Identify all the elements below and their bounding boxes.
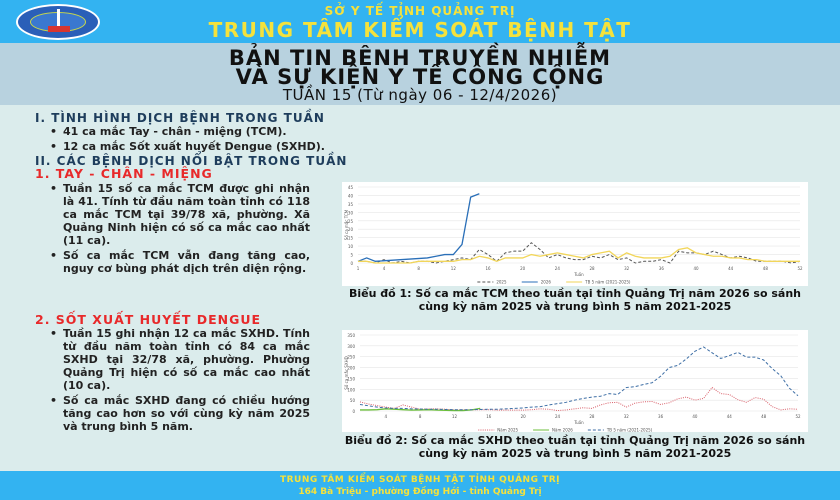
svg-text:15: 15: [348, 236, 354, 241]
svg-text:250: 250: [347, 355, 355, 360]
svg-text:8: 8: [417, 266, 420, 271]
svg-text:8: 8: [419, 414, 422, 419]
svg-text:36: 36: [659, 266, 665, 271]
svg-text:52: 52: [795, 414, 801, 419]
svg-text:150: 150: [347, 376, 355, 381]
svg-text:20: 20: [520, 266, 526, 271]
footer-address: 164 Bà Triệu - phường Đồng Hới - tỉnh Qu…: [298, 487, 542, 497]
svg-text:36: 36: [658, 414, 664, 419]
section1-list: 41 ca mắc Tay - chân - miệng (TCM). 12 c…: [48, 125, 388, 155]
svg-text:24: 24: [555, 414, 561, 419]
header-subtitle: SỞ Y TẾ TỈNH QUẢNG TRỊ: [324, 4, 516, 18]
svg-text:10: 10: [348, 244, 354, 249]
list-item: 41 ca mắc Tay - chân - miệng (TCM).: [48, 125, 388, 138]
svg-text:40: 40: [692, 414, 698, 419]
footer-org: TRUNG TÂM KIỂM SOÁT BỆNH TẬT TỈNH QUẢNG …: [279, 475, 561, 485]
svg-text:Năm 2025: Năm 2025: [497, 428, 518, 433]
dengue-chart: 0 50 100 150 200 250 300 350 4 8 12 16 20 24 28 32 36 40 4…: [342, 330, 808, 433]
svg-text:TB 5 năm (2021-2025): TB 5 năm (2021-2025): [584, 280, 631, 285]
svg-text:32: 32: [624, 266, 630, 271]
svg-text:4: 4: [384, 414, 387, 419]
bulletin-title-bar: BẢN TIN BỆNH TRUYỀN NHIỄM VÀ SỰ KIỆN Y T…: [0, 43, 840, 105]
bulletin-title-line2: VÀ SỰ KIỆN Y TẾ CÔNG CỘNG: [235, 65, 605, 89]
svg-text:1: 1: [357, 266, 360, 271]
cdc-logo-icon: [16, 4, 100, 40]
svg-text:4: 4: [383, 266, 386, 271]
dengue-chart-caption: Biểu đồ 2: Số ca mắc SXHD theo tuần tại …: [344, 434, 806, 460]
section1-heading: I. TÌNH HÌNH DỊCH BỆNH TRONG TUẦN: [35, 111, 325, 125]
svg-text:32: 32: [624, 414, 630, 419]
svg-text:48: 48: [761, 414, 767, 419]
svg-text:52: 52: [797, 266, 803, 271]
svg-text:0: 0: [350, 261, 353, 266]
header-title: TRUNG TÂM KIỂM SOÁT BỆNH TẬT: [208, 18, 632, 42]
list-item: 12 ca mắc Sốt xuất huyết Dengue (SXHD).: [48, 140, 388, 153]
svg-text:Năm 2026: Năm 2026: [552, 428, 573, 433]
svg-text:2025: 2025: [496, 280, 507, 285]
svg-text:Tuần: Tuần: [573, 272, 584, 277]
svg-text:30: 30: [348, 210, 354, 215]
svg-text:28: 28: [589, 414, 595, 419]
svg-text:Số ca mắc TCM: Số ca mắc TCM: [344, 209, 349, 240]
svg-text:50: 50: [350, 398, 356, 403]
svg-text:40: 40: [693, 266, 699, 271]
footer-banner: TRUNG TÂM KIỂM SOÁT BỆNH TẬT TỈNH QUẢNG …: [0, 471, 840, 500]
svg-text:Tuần: Tuần: [573, 420, 584, 425]
svg-text:44: 44: [728, 266, 734, 271]
svg-text:45: 45: [348, 185, 354, 190]
svg-text:2026: 2026: [541, 280, 552, 285]
svg-text:20: 20: [348, 227, 354, 232]
svg-text:28: 28: [589, 266, 595, 271]
svg-text:200: 200: [347, 366, 355, 371]
svg-text:12: 12: [452, 414, 458, 419]
list-item: Số ca mắc TCM vẫn đang tăng cao, nguy cơ…: [48, 249, 310, 275]
svg-text:35: 35: [348, 202, 354, 207]
svg-text:40: 40: [348, 193, 354, 198]
header-banner: SỞ Y TẾ TỈNH QUẢNG TRỊ TRUNG TÂM KIỂM SO…: [0, 0, 840, 43]
svg-text:25: 25: [348, 219, 354, 224]
svg-text:350: 350: [347, 333, 355, 338]
svg-text:20: 20: [521, 414, 527, 419]
section2-heading: II. CÁC BỆNH DỊCH NỔI BẬT TRONG TUẦN: [35, 154, 348, 168]
hfmd-heading: 1. TAY - CHÂN - MIỆNG: [35, 166, 213, 181]
hfmd-chart: 0 5 10 15 20 25 30 35 40 45 1 4 8 12 16 20 24 28 32 36 40 44 4…: [342, 182, 808, 286]
svg-text:48: 48: [763, 266, 769, 271]
svg-text:16: 16: [485, 266, 491, 271]
list-item: Tuần 15 số ca mắc TCM được ghi nhận là 4…: [48, 182, 310, 247]
svg-text:44: 44: [727, 414, 733, 419]
svg-text:16: 16: [486, 414, 492, 419]
dengue-heading: 2. SỐT XUẤT HUYẾT DENGUE: [35, 312, 262, 327]
svg-text:TB 5 năm (2021-2025): TB 5 năm (2021-2025): [606, 428, 653, 433]
svg-text:300: 300: [347, 344, 355, 349]
svg-text:0: 0: [352, 409, 355, 414]
svg-text:100: 100: [347, 387, 355, 392]
list-item: Số ca mắc SXHD đang có chiều hướng tăng …: [48, 394, 310, 433]
svg-text:24: 24: [555, 266, 561, 271]
svg-text:Số ca mắc SXHD: Số ca mắc SXHD: [344, 356, 349, 389]
bulletin-title-line1: BẢN TIN BỆNH TRUYỀN NHIỄM: [228, 46, 612, 70]
svg-text:12: 12: [451, 266, 457, 271]
svg-text:5: 5: [350, 253, 353, 258]
dengue-list: Tuần 15 ghi nhận 12 ca mắc SXHD. Tính từ…: [48, 327, 310, 435]
hfmd-chart-caption: Biểu đồ 1: Số ca mắc TCM theo tuần tại t…: [348, 287, 801, 313]
hfmd-list: Tuần 15 số ca mắc TCM được ghi nhận là 4…: [48, 182, 310, 277]
list-item: Tuần 15 ghi nhận 12 ca mắc SXHD. Tính từ…: [48, 327, 310, 392]
bulletin-week: TUẦN 15 (Từ ngày 06 - 12/4/2026): [282, 86, 558, 104]
